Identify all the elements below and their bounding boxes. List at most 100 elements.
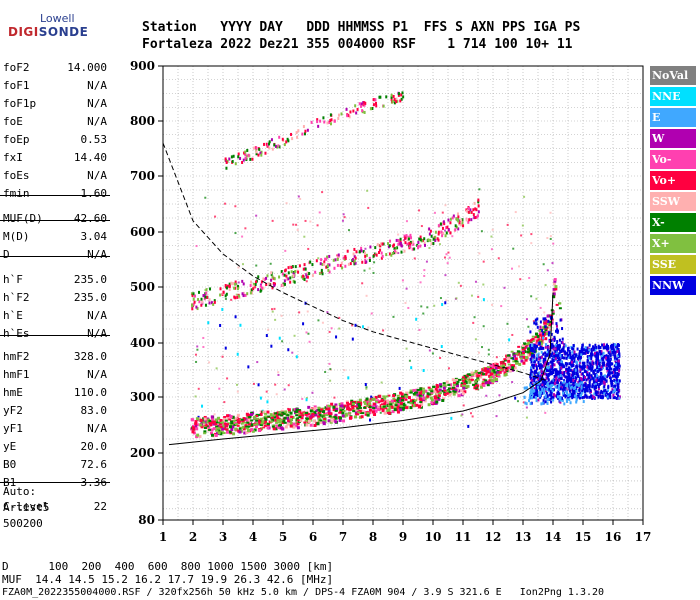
spread-f-dot [601, 357, 604, 361]
spread-f-dot [596, 376, 599, 380]
x-tick-label: 6 [309, 530, 317, 544]
o-trace-dot [226, 414, 230, 418]
spread-f-dot [557, 344, 560, 348]
spread-f-dot [552, 382, 555, 386]
spread-f-dot [576, 361, 579, 365]
x-trace-dot [544, 327, 548, 330]
spread-f-dot [534, 396, 537, 400]
param-key: foF2 [3, 61, 30, 74]
x-trace-dot [544, 329, 548, 332]
spread-f-dot [532, 358, 535, 362]
third-hop-dot [258, 147, 261, 151]
spread-f-dot [555, 369, 558, 373]
x-trace-dot [338, 407, 342, 410]
second-hop-dot [234, 296, 237, 300]
spread-f-dot [548, 352, 551, 356]
param-row: MUF(D) 42.60 [3, 212, 107, 225]
x-trace-dot [446, 390, 450, 393]
spread-f-dot [535, 344, 538, 348]
x-trace-dot [317, 415, 321, 418]
spread-f-dot [559, 318, 562, 322]
o-trace-dot [351, 406, 355, 410]
o-trace-dot [314, 413, 318, 417]
second-hop-dot [442, 231, 445, 235]
param-row: D N/A [3, 248, 107, 261]
second-hop-dot [334, 258, 337, 262]
spread-f-dot [549, 360, 552, 364]
echo-dot [256, 361, 259, 364]
x-trace-dot [447, 383, 451, 386]
o-trace-dot [384, 400, 388, 404]
x-trace-dot [466, 373, 470, 376]
second-hop-dot [191, 304, 194, 308]
x-trace-dot [519, 357, 523, 360]
third-hop-dot [374, 98, 377, 102]
spread-f-dot [535, 365, 538, 369]
o-trace-dot [535, 341, 539, 345]
x-trace-dot [236, 424, 240, 427]
echo-dot [511, 381, 514, 384]
echo-dot [405, 347, 408, 350]
spread-f-dot [561, 353, 564, 357]
x-trace-dot [356, 413, 360, 416]
x-trace-dot [470, 378, 474, 381]
third-hop-dot [390, 97, 393, 101]
spread-f-dot [575, 400, 578, 404]
echo-dot [405, 220, 408, 223]
x-trace-dot [279, 418, 283, 421]
x-trace-dot [244, 421, 248, 424]
spread-f-dot [557, 395, 560, 399]
o-trace-dot [340, 402, 344, 406]
spread-f-dot [590, 353, 593, 357]
second-hop-dot [457, 227, 460, 231]
spread-f-dot [530, 366, 533, 370]
x-trace-dot [456, 380, 460, 383]
spread-f-dot [591, 385, 594, 389]
spread-f-dot [560, 396, 563, 400]
second-hop-dot [365, 260, 368, 264]
param-row: yF2 83.0 [3, 404, 107, 417]
param-row: foF1 N/A [3, 79, 107, 92]
x-trace-dot [418, 394, 422, 397]
second-hop-dot [470, 210, 473, 214]
spread-f-dot [597, 387, 600, 391]
second-hop-dot [333, 266, 336, 270]
third-hop-dot [255, 146, 258, 150]
second-hop-dot [457, 219, 460, 223]
spread-f-dot [530, 401, 533, 405]
echo-dot [297, 195, 300, 198]
x-trace-dot [286, 414, 290, 417]
echo-dot [195, 360, 198, 363]
legend: NoVal NNE E W Vo- Vo+ SSW X- X+ SSE NNW [650, 66, 696, 297]
spread-f-dot [563, 371, 566, 375]
spread-f-dot [609, 363, 612, 367]
spread-f-dot [584, 387, 587, 391]
echo-dot [235, 283, 238, 286]
x-trace-dot [224, 419, 228, 422]
spread-f-dot [585, 395, 588, 399]
third-hop-dot [278, 145, 281, 149]
spread-f-dot [552, 393, 555, 397]
second-hop-dot [440, 230, 443, 234]
spread-f-dot [586, 389, 589, 393]
spread-f-dot [561, 383, 564, 387]
second-hop-dot [407, 237, 410, 241]
spread-f-dot [580, 346, 583, 350]
second-hop-dot [234, 280, 237, 284]
x-trace-dot [266, 415, 270, 418]
spread-f-dot [563, 379, 566, 383]
spread-f-dot [548, 350, 551, 354]
x-trace-dot [407, 401, 411, 404]
x-trace-dot [503, 358, 507, 361]
spread-f-dot [585, 386, 588, 390]
spread-f-dot [586, 373, 589, 377]
spread-f-dot [571, 379, 574, 383]
echo-dot [514, 396, 517, 400]
x-trace-dot [248, 416, 252, 419]
spread-f-dot [545, 391, 548, 395]
spread-f-dot [573, 372, 576, 376]
spread-f-dot [598, 346, 601, 350]
spread-f-dot [569, 378, 572, 382]
second-hop-dot [381, 254, 384, 258]
